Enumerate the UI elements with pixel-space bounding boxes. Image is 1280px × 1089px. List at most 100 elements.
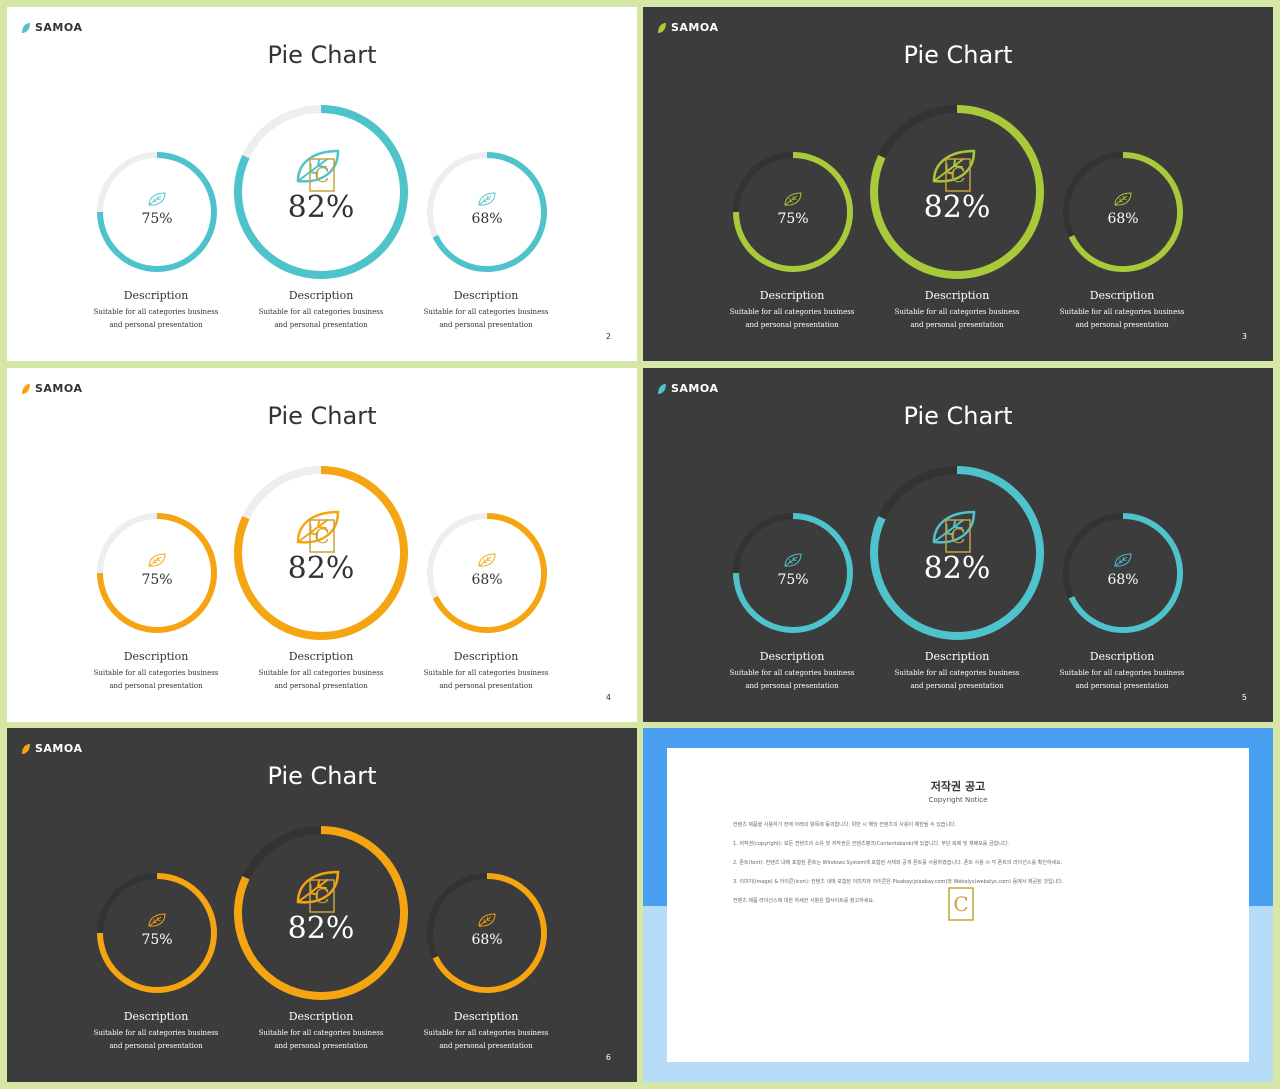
slide-3[interactable]: SAMOA Pie Chart 75% 82% 6 [643,7,1273,361]
copyright-paragraph: 컨텐츠 제품 라이선스에 대한 자세한 사항은 웹사이트를 참고하세요. [733,898,875,904]
description-line: and personal presentation [1075,682,1169,690]
description-title: Description [288,289,354,302]
slide-6[interactable]: SAMOA Pie Chart 75% 82% 6 [7,728,637,1082]
leaf-icon [478,913,496,927]
description-title: Description [288,650,354,663]
description-line: and personal presentation [439,682,533,690]
leaf-icon [148,192,166,206]
description-line: Suitable for all categories business [729,669,855,677]
donut-chart-right [1063,513,1183,633]
leaf-icon [1114,553,1132,567]
description-title: Description [759,289,825,302]
description-title: Description [453,289,519,302]
donut-chart-right [427,513,547,633]
description-line: Suitable for all categories business [1059,669,1185,677]
svg-text:C: C [950,163,965,187]
description-title: Description [123,1010,189,1023]
samoa-leaf-icon [658,22,666,33]
ring-progress-arc [234,466,408,640]
percent-right: 68% [471,211,503,227]
svg-text:C: C [314,524,329,548]
samoa-logo: SAMOA [21,21,82,34]
copyright-card: 저작권 공고 Copyright Notice 컨텐츠 제품을 사용하기 전에 … [667,748,1249,1062]
ring-progress-arc [870,105,1044,279]
slide-title: Pie Chart [267,402,377,430]
ring-progress-arc [432,513,547,633]
description-line: Suitable for all categories business [93,669,219,677]
donut-chart-left [97,513,217,633]
slide-title: Pie Chart [267,41,377,69]
slide-5[interactable]: SAMOA Pie Chart 75% 82% 6 [643,368,1273,722]
brand-name: SAMOA [671,382,719,395]
description-center: Description Suitable for all categories … [231,289,411,332]
description-line: Suitable for all categories business [894,669,1020,677]
ring-progress-arc [1068,152,1183,272]
ring-progress-arc [97,873,217,993]
percent-right: 68% [471,572,503,588]
description-title: Description [288,1010,354,1023]
contents-watermark-icon: C [309,519,335,553]
description-title: Description [123,289,189,302]
ring-progress-arc [870,466,1044,640]
contents-watermark-icon: C [309,158,335,192]
copyright-body: 컨텐츠 제품을 사용하기 전에 아래의 항목에 동의합니다. 위반 시 해당 컨… [733,820,1185,915]
description-right: Description Suitable for all categories … [396,289,576,332]
ring-progress-arc [234,105,408,279]
samoa-leaf-icon [22,383,30,394]
description-right: Description Suitable for all categories … [1032,650,1212,693]
ring-progress-arc [97,152,217,272]
contents-watermark-icon: C [309,879,335,913]
description-left: Description Suitable for all categories … [66,289,246,332]
percent-right: 68% [1107,572,1139,588]
slide-4[interactable]: SAMOA Pie Chart 75% 82% 6 [7,368,637,722]
leaf-icon [478,553,496,567]
chart-right: 68% [1062,151,1184,273]
contents-watermark-icon: C [945,519,971,553]
samoa-leaf-icon [22,22,30,33]
brand-name: SAMOA [671,21,719,34]
description-line: Suitable for all categories business [894,308,1020,316]
percent-right: 68% [1107,211,1139,227]
donut-chart-center [234,826,408,1000]
chart-right: 68% [1062,512,1184,634]
contents-watermark-icon: C [948,887,974,921]
chart-center: 82% [233,465,409,641]
samoa-leaf-icon [22,743,30,754]
page-number: 2 [605,332,611,341]
copyright-slide[interactable]: 저작권 공고 Copyright Notice 컨텐츠 제품을 사용하기 전에 … [643,728,1273,1082]
ring-progress-arc [432,152,547,272]
percent-center: 82% [287,551,355,586]
ring-progress-arc [733,152,853,272]
samoa-leaf-icon [658,383,666,394]
description-center: Description Suitable for all categories … [231,650,411,693]
description-center: Description Suitable for all categories … [867,289,1047,332]
description-line: Suitable for all categories business [423,308,549,316]
description-title: Description [1089,650,1155,663]
chart-left: 75% [732,151,854,273]
description-line: Suitable for all categories business [729,308,855,316]
description-line: and personal presentation [1075,321,1169,329]
svg-text:C: C [950,524,965,548]
description-line: Suitable for all categories business [1059,308,1185,316]
donut-chart-center [234,466,408,640]
svg-text:C: C [314,163,329,187]
description-line: and personal presentation [745,321,839,329]
chart-center: 82% [233,104,409,280]
description-line: Suitable for all categories business [93,308,219,316]
description-title: Description [924,650,990,663]
slide-2[interactable]: SAMOA Pie Chart 75% 82% 6 [7,7,637,361]
description-title: Description [924,289,990,302]
description-line: and personal presentation [109,682,203,690]
description-line: Suitable for all categories business [93,1029,219,1037]
description-line: Suitable for all categories business [423,669,549,677]
brand-name: SAMOA [35,382,83,395]
percent-center: 82% [287,190,355,225]
copyright-paragraph: 컨텐츠 제품을 사용하기 전에 아래의 항목에 동의합니다. 위반 시 해당 컨… [733,822,957,828]
samoa-logo: SAMOA [657,382,718,395]
contents-watermark-icon: C [945,158,971,192]
copyright-paragraph: 1. 저작권(copyright): 모든 컨텐츠의 소유 및 저작권은 컨텐츠… [733,841,1009,847]
samoa-logo: SAMOA [657,21,718,34]
slide-title: Pie Chart [903,41,1013,69]
copyright-subtitle: Copyright Notice [928,796,988,804]
donut-chart-right [427,873,547,993]
